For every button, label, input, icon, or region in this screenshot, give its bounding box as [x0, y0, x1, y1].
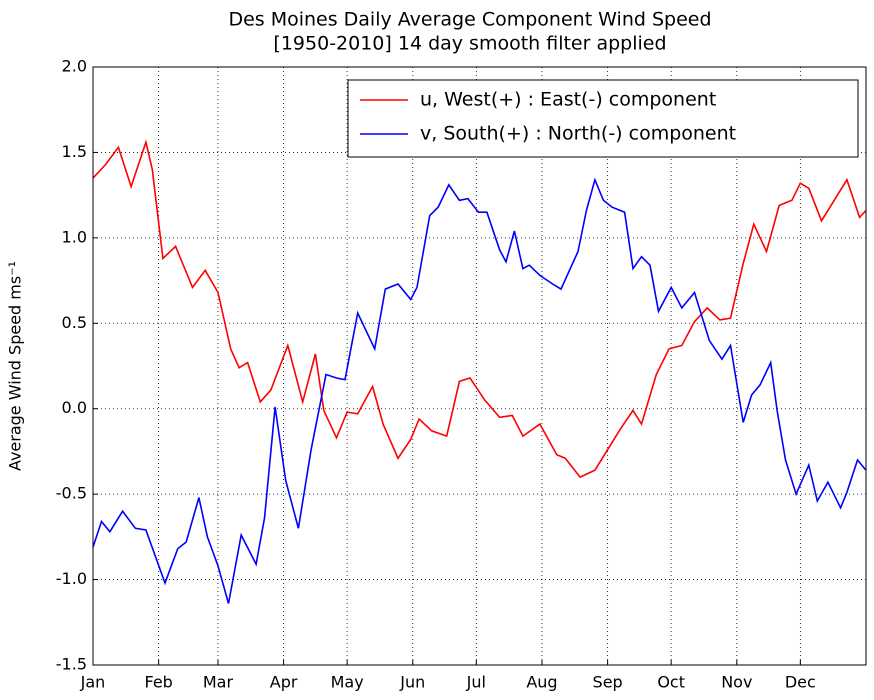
series-line	[92, 177, 867, 604]
x-tick-label: Apr	[270, 673, 298, 692]
x-tick-label: Dec	[785, 673, 816, 692]
x-tick-label: Mar	[203, 673, 234, 692]
legend-label: u, West(+) : East(-) component	[420, 89, 716, 111]
x-tick-label: Jun	[399, 673, 425, 692]
y-tick-label: 1.5	[62, 142, 87, 161]
x-tick-label: Aug	[526, 673, 557, 692]
y-axis-label: Average Wind Speed ms⁻¹	[6, 261, 25, 471]
y-tick-label: 0.0	[62, 398, 87, 417]
x-tick-label: May	[331, 673, 364, 692]
y-tick-label: -1.5	[56, 655, 87, 674]
y-tick-label: -0.5	[56, 484, 87, 503]
legend-box	[347, 79, 859, 158]
y-tick-label: 2.0	[62, 57, 87, 76]
chart-subtitle: [1950-2010] 14 day smooth filter applied	[273, 33, 666, 55]
y-tick-label: 1.0	[62, 227, 87, 246]
plot-frame	[92, 66, 867, 666]
x-tick-label: Jan	[80, 673, 106, 692]
x-tick-label: Oct	[657, 673, 685, 692]
legend-label: v, South(+) : North(-) component	[420, 123, 736, 145]
chart-title: Des Moines Daily Average Component Wind …	[228, 9, 711, 31]
x-tick-label: Jul	[466, 673, 486, 692]
x-tick-label: Sep	[593, 673, 623, 692]
x-tick-label: Nov	[721, 673, 752, 692]
y-tick-label: 0.5	[62, 313, 87, 332]
y-tick-label: -1.0	[56, 569, 87, 588]
x-tick-label: Feb	[144, 673, 172, 692]
series-line	[92, 139, 867, 479]
